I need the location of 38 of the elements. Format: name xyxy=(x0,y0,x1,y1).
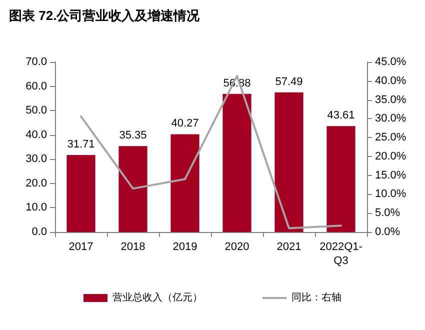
x-tick-label: 2017 xyxy=(68,241,94,253)
bar xyxy=(222,94,252,232)
data-label: 35.35 xyxy=(119,130,147,142)
y-tick-label: 10.0 xyxy=(26,202,47,214)
y2-tick-label: 40.0% xyxy=(375,74,406,87)
y-tick-label: 30.0 xyxy=(26,153,47,166)
y2-tick-label: 30.0% xyxy=(375,112,406,125)
y-tick-label: 70.0 xyxy=(26,56,47,68)
x-tick-label: 2022Q1-Q3 xyxy=(320,241,363,267)
legend-label: 同比：右轴 xyxy=(292,292,342,304)
bar xyxy=(326,126,356,232)
y-tick-label: 50.0 xyxy=(26,104,47,117)
y2-tick-label: 20.0% xyxy=(375,150,406,162)
y-tick-label: 60.0 xyxy=(26,80,47,92)
data-label: 57.49 xyxy=(275,76,303,88)
data-label: 31.71 xyxy=(67,138,95,150)
y-tick-label: 0.0 xyxy=(32,226,47,238)
bar xyxy=(170,134,200,232)
x-tick-label: 2021 xyxy=(276,241,302,253)
x-tick-label: 2020 xyxy=(224,241,250,253)
y2-tick-label: 45.0% xyxy=(375,56,406,68)
x-tick-label: 2019 xyxy=(172,241,198,253)
bar xyxy=(66,154,96,232)
x-tick-label: 2018 xyxy=(120,241,146,253)
y-tick-label: 20.0 xyxy=(26,177,47,190)
data-label: 40.27 xyxy=(171,118,199,130)
y2-tick-label: 10.0% xyxy=(375,188,406,200)
y2-tick-label: 0.0% xyxy=(375,226,400,238)
bar xyxy=(274,92,304,232)
y-tick-label: 40.0 xyxy=(26,128,47,141)
bar xyxy=(118,146,148,232)
y2-tick-label: 15.0% xyxy=(375,169,406,182)
chart-title: 图表 72.公司营业收入及增速情况 xyxy=(9,8,201,23)
data-label: 43.61 xyxy=(327,110,355,122)
y2-tick-label: 25.0% xyxy=(375,132,406,144)
y2-tick-label: 5.0% xyxy=(375,207,400,220)
legend-label: 营业总收入（亿元） xyxy=(112,292,202,304)
y2-tick-label: 35.0% xyxy=(375,94,406,106)
